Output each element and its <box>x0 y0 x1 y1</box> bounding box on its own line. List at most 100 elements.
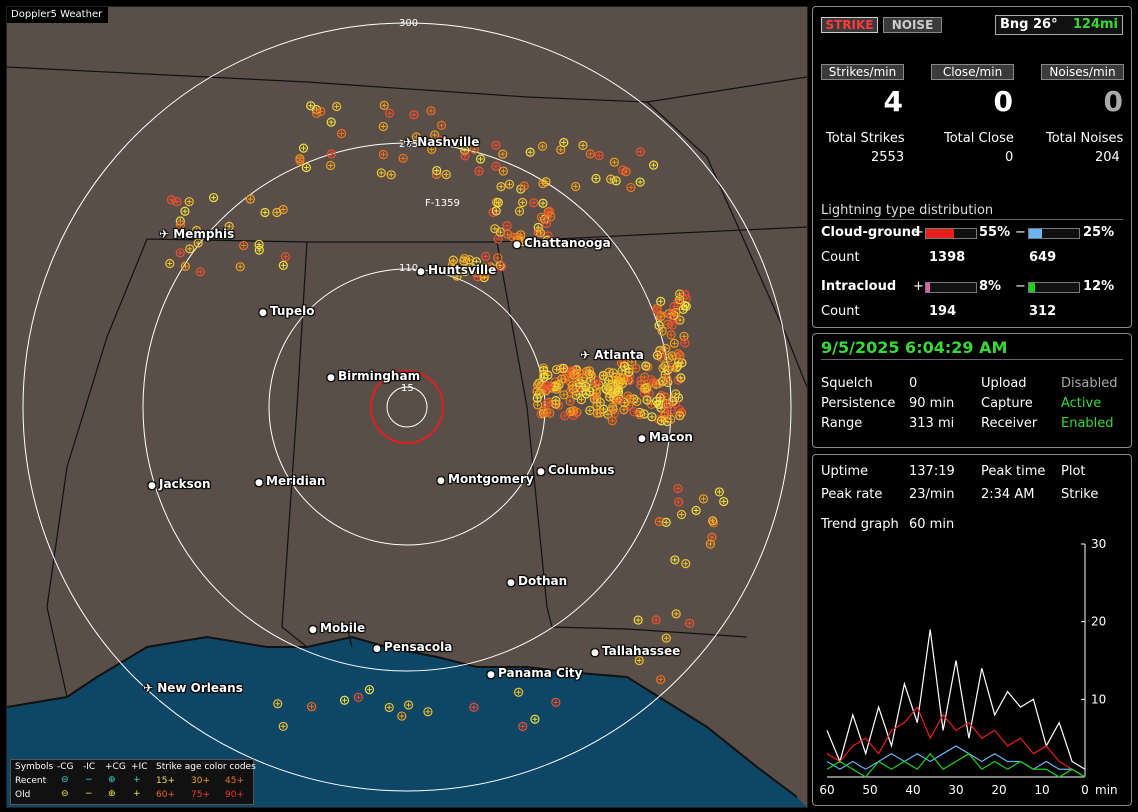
strike-marker <box>411 132 421 142</box>
strike-marker-sign <box>670 398 676 404</box>
strike-marker <box>619 361 629 371</box>
strike-marker-sign <box>678 375 684 381</box>
receiver-value: Enabled <box>1061 416 1114 431</box>
strike-marker <box>260 207 270 218</box>
app-title: Doppler5 Weather <box>7 7 109 23</box>
strike-button[interactable]: STRIKE <box>821 17 878 33</box>
strike-marker <box>518 721 528 732</box>
strike-marker-sign <box>637 179 643 185</box>
city-label: ● Birmingham <box>327 369 420 383</box>
x-tick-label: 30 <box>948 783 963 797</box>
city-label: ✈ Atlanta <box>580 348 644 362</box>
strike-marker-sign <box>498 263 504 269</box>
strike-marker <box>608 368 618 378</box>
strike-marker-sign <box>623 169 629 175</box>
strike-marker <box>714 487 724 497</box>
strike-marker-sign <box>400 155 406 161</box>
strike-marker-sign <box>388 172 394 178</box>
state-borders <box>7 66 807 698</box>
range-label: Range <box>821 416 863 431</box>
strike-marker <box>672 361 682 371</box>
strike-marker <box>662 374 672 384</box>
strike-marker <box>680 290 690 300</box>
ring-label: 110 <box>399 263 418 274</box>
strike-marker-sign <box>683 561 689 567</box>
strike-marker <box>585 149 595 159</box>
strike-marker <box>376 168 386 178</box>
strike-marker-sign <box>556 382 562 388</box>
strike-marker <box>538 141 548 151</box>
strike-marker <box>578 140 588 151</box>
strike-marker <box>542 398 552 409</box>
strike-marker-sign <box>562 413 568 419</box>
ring-label: 15 <box>401 383 414 394</box>
upload-label: Upload <box>981 376 1027 391</box>
strike-marker <box>478 270 489 280</box>
strike-marker-sign <box>280 207 286 213</box>
strike-marker <box>464 255 475 265</box>
strike-marker <box>591 173 601 184</box>
ic-negative-count: 312 <box>1029 304 1057 319</box>
strike-marker <box>379 100 389 110</box>
strike-marker-sign <box>467 265 472 271</box>
strike-marker-sign <box>671 340 677 346</box>
strikes-per-min-button[interactable]: Strikes/min <box>821 64 904 80</box>
strike-marker-sign <box>679 512 685 518</box>
strike-marker <box>667 320 677 330</box>
strike-marker <box>635 147 645 157</box>
strike-marker-sign <box>642 374 648 380</box>
strike-marker <box>577 373 588 383</box>
strike-marker <box>603 379 613 389</box>
ic-minus-sign: − <box>1015 279 1026 294</box>
strike-marker <box>493 253 503 263</box>
strike-marker-sign <box>656 518 662 524</box>
legend-age: 30+ <box>191 776 210 786</box>
strike-marker <box>436 136 446 146</box>
strike-marker-sign <box>672 557 678 563</box>
strike-marker-sign <box>682 292 688 298</box>
strike-marker-sign <box>668 416 674 422</box>
strike-marker <box>538 178 548 189</box>
trend-series-line <box>826 705 1086 778</box>
strike-marker-sign <box>597 399 603 405</box>
strike-marker <box>473 272 483 282</box>
strike-marker <box>685 618 695 628</box>
city-dot-icon: ● <box>148 481 159 491</box>
strike-marker <box>675 315 685 325</box>
strike-marker-sign <box>493 163 499 169</box>
strike-marker <box>666 405 676 416</box>
strike-marker-sign <box>425 709 431 715</box>
radar-map[interactable]: 300 205 110 15 F-1359 I-1926 Doppler5 We… <box>6 6 808 808</box>
cloud-ground-label: Cloud-ground <box>821 225 921 240</box>
city-label: ✈ Nashville <box>403 135 479 149</box>
city-dot-icon: ● <box>507 578 518 588</box>
strike-marker <box>490 224 500 234</box>
strike-marker <box>635 409 645 420</box>
noise-button[interactable]: NOISE <box>883 17 942 33</box>
strike-marker <box>235 262 245 272</box>
strike-marker <box>681 559 691 569</box>
strike-marker <box>459 253 470 264</box>
city-name: Huntsville <box>428 263 497 277</box>
strike-marker <box>254 245 264 255</box>
legend-age: 15+ <box>156 776 175 786</box>
strike-marker-sign <box>328 151 334 157</box>
city-label: ● Pensacola <box>373 640 452 654</box>
legend-age: 45+ <box>225 776 244 786</box>
track-label: I-1926 <box>575 240 607 251</box>
strike-marker <box>426 106 436 116</box>
strike-marker <box>448 265 458 275</box>
close-per-min-button[interactable]: Close/min <box>931 64 1014 80</box>
strike-marker <box>651 396 662 406</box>
strike-marker <box>592 408 602 418</box>
strike-marker <box>671 609 681 619</box>
noises-per-min-button[interactable]: Noises/min <box>1041 64 1124 80</box>
strike-marker-sign <box>454 273 460 279</box>
strike-marker-sign <box>571 372 577 378</box>
strike-marker <box>557 374 567 384</box>
plot-value[interactable]: Strike <box>1061 487 1099 502</box>
strike-marker-sign <box>710 518 716 524</box>
strike-marker <box>525 147 535 157</box>
strike-marker <box>607 416 617 426</box>
strike-marker-sign <box>653 617 659 623</box>
